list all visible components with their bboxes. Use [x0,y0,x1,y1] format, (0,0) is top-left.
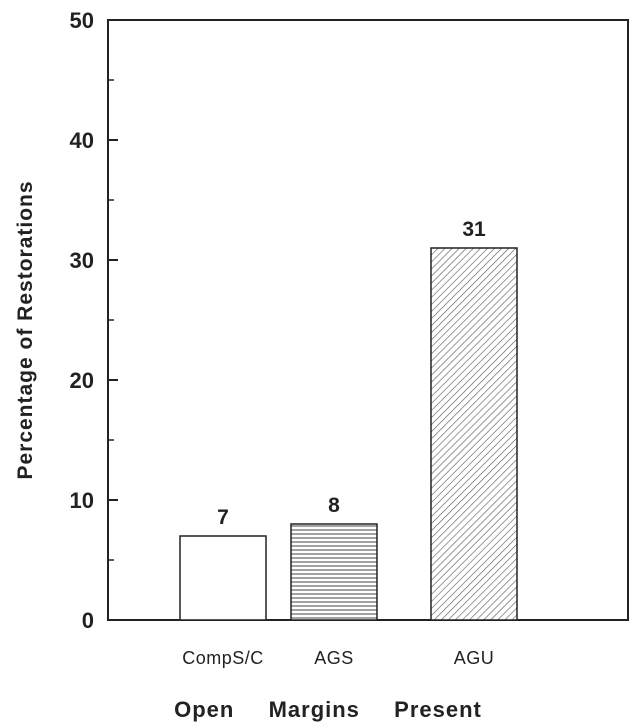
x-axis-category-labels: CompS/C AGS AGU [182,648,494,668]
bar-agu [430,247,518,621]
bar-value-label: 7 [217,506,229,529]
bar-ags [290,523,378,621]
bars: 7 8 31 [179,218,518,621]
x-axis-title: Open Margins Present [174,697,482,722]
x-category-label: AGS [314,648,354,668]
y-tick-label: 0 [82,608,94,633]
y-tick-label: 40 [70,128,94,153]
y-axis: 0 10 20 30 40 50 [70,8,118,633]
y-tick-label: 30 [70,248,94,273]
bar-comps-c [179,535,267,621]
bar-value-label: 8 [328,494,340,517]
y-tick-label: 20 [70,368,94,393]
y-tick-label: 50 [70,8,94,33]
bar-value-label: 31 [462,218,486,241]
x-category-label: AGU [454,648,495,668]
x-category-label: CompS/C [182,648,264,668]
y-axis-title: Percentage of Restorations [14,180,37,479]
y-tick-label: 10 [70,488,94,513]
